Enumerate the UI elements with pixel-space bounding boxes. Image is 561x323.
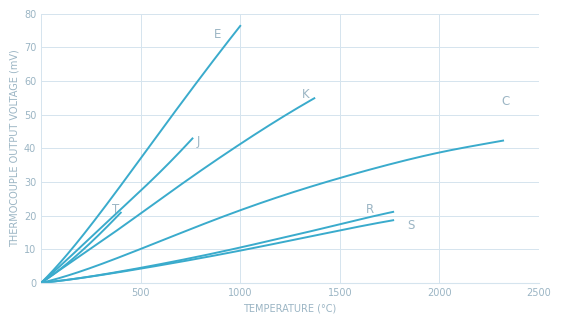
Text: C: C [501,95,509,108]
Text: E: E [214,28,222,41]
X-axis label: TEMPERATURE (°C): TEMPERATURE (°C) [243,303,337,313]
Y-axis label: THERMOCOUPLE OUTPUT VOLTAGE (mV): THERMOCOUPLE OUTPUT VOLTAGE (mV) [10,49,20,247]
Text: K: K [302,88,310,101]
Text: J: J [196,135,200,148]
Text: S: S [407,219,415,232]
Text: T: T [112,203,119,215]
Text: R: R [366,203,374,215]
